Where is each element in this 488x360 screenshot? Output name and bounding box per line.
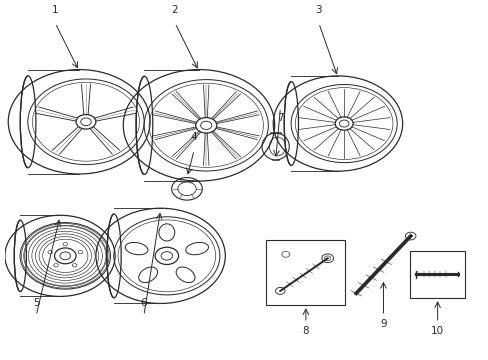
Text: 3: 3 <box>315 5 322 15</box>
Bar <box>409 251 464 298</box>
Text: 4: 4 <box>190 132 197 142</box>
Text: 10: 10 <box>430 327 443 336</box>
Text: 9: 9 <box>379 319 386 329</box>
Bar <box>265 240 345 305</box>
Text: 7: 7 <box>277 113 283 123</box>
Text: 1: 1 <box>52 5 59 15</box>
Text: 5: 5 <box>33 298 39 308</box>
Text: 6: 6 <box>140 298 147 308</box>
Text: 2: 2 <box>171 5 178 15</box>
Text: 8: 8 <box>302 327 308 336</box>
